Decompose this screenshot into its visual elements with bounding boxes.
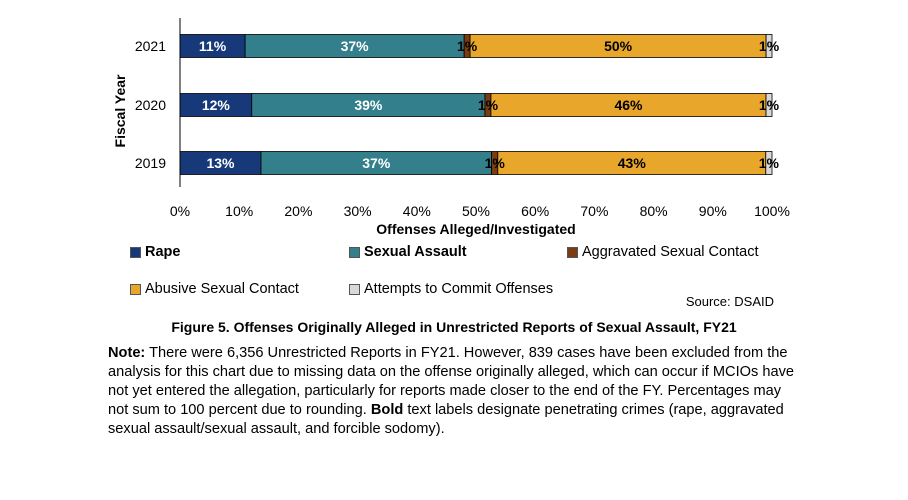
x-tick-label-9: 90%: [699, 203, 727, 219]
legend-item-attempts-to-commit-offenses: Attempts to Commit Offenses: [349, 281, 553, 297]
data-label-2019-abusive-sexual-contact: 43%: [618, 155, 647, 171]
data-label-2021-sexual-assault: 37%: [341, 38, 370, 54]
data-label-2019-attempts-to-commit-offenses: 1%: [759, 155, 780, 171]
x-tick-label-3: 30%: [344, 203, 372, 219]
x-tick-label-6: 60%: [521, 203, 549, 219]
legend-item-aggravated-sexual-contact: Aggravated Sexual Contact: [567, 244, 759, 260]
axis-layer: 2021 2020 2019 0% 10% 20% 30% 40% 50% 60% 70% 80% 90…: [135, 18, 790, 219]
x-tick-label-10: 100%: [754, 203, 790, 219]
legend-item-sexual-assault: Sexual Assault: [349, 244, 467, 260]
x-tick-label-8: 80%: [640, 203, 668, 219]
data-label-2021-aggravated-sexual-contact: 1%: [457, 38, 478, 54]
legend-label-attempts-to-commit-offenses: Attempts to Commit Offenses: [364, 281, 554, 297]
note-bold-word: Bold: [370, 402, 404, 418]
data-label-2020-rape: 12%: [202, 97, 231, 113]
y-tick-label-2019: 2019: [135, 155, 166, 171]
legend-swatch-attempts-to-commit-offenses: [349, 283, 360, 295]
bars-layer: [179, 34, 773, 175]
legend-swatch-rape: [130, 246, 141, 258]
source-note: Source: DSAID: [685, 294, 774, 309]
data-label-2020-attempts-to-commit-offenses: 1%: [759, 97, 780, 113]
x-tick-label-1: 10%: [225, 203, 253, 219]
legend-label-sexual-assault: Sexual Assault: [364, 244, 467, 260]
bar-2021-attempts-to-commit-offenses: [765, 34, 773, 58]
labels-layer: 11% 37% 1% 50% 1% 12% 39% 1% 46% 1% 13% 37% 1% 43% 1%: [199, 38, 780, 171]
legend-item-rape: Rape: [130, 244, 180, 260]
x-axis-title: Offenses Alleged/Investigated: [376, 221, 575, 237]
y-tick-label-2021: 2021: [135, 38, 166, 54]
data-label-2021-rape: 11%: [199, 38, 227, 54]
x-tick-label-2: 20%: [284, 203, 312, 219]
legend-item-abusive-sexual-contact: Abusive Sexual Contact: [130, 281, 299, 297]
data-label-2020-sexual-assault: 39%: [354, 97, 383, 113]
bar-2020-attempts-to-commit-offenses: [765, 93, 773, 117]
note-label: Note:: [108, 345, 146, 361]
x-tick-label-0: 0%: [170, 203, 190, 219]
legend-swatch-sexual-assault: [349, 246, 360, 258]
legend-label-abusive-sexual-contact: Abusive Sexual Contact: [145, 281, 299, 297]
data-label-2020-aggravated-sexual-contact: 1%: [478, 97, 499, 113]
note-paragraph: Note: There were 6,356 Unrestricted Repo…: [108, 344, 798, 439]
data-label-2019-rape: 13%: [206, 155, 235, 171]
bar-2019-attempts-to-commit-offenses: [765, 151, 773, 175]
legend-label-rape: Rape: [145, 244, 181, 260]
data-label-2021-attempts-to-commit-offenses: 1%: [759, 38, 780, 54]
x-tick-label-7: 70%: [580, 203, 608, 219]
legend-swatch-abusive-sexual-contact: [130, 283, 141, 295]
y-axis-title: Fiscal Year: [112, 74, 128, 147]
note-text-1: There were 6,356 Unrestricted Reports in…: [108, 345, 794, 418]
stacked-bar-chart: 11% 37% 1% 50% 1%12% 39% 1% 46% 1%13% 37% 1% 43% 1% …: [112, 18, 790, 237]
legend-label-aggravated-sexual-contact: Aggravated Sexual Contact: [582, 244, 759, 260]
y-tick-label-2020: 2020: [135, 97, 166, 113]
data-label-2020-abusive-sexual-contact: 46%: [614, 97, 643, 113]
x-tick-label-4: 40%: [403, 203, 431, 219]
data-label-2019-sexual-assault: 37%: [362, 155, 391, 171]
data-label-2021-abusive-sexual-contact: 50%: [604, 38, 633, 54]
figure-caption: Figure 5. Offenses Originally Alleged in…: [171, 319, 737, 335]
note-text-2: text labels designate penetrating crimes…: [108, 402, 784, 437]
x-tick-label-5: 50%: [462, 203, 490, 219]
data-label-2019-aggravated-sexual-contact: 1%: [485, 155, 506, 171]
legend-swatch-aggravated-sexual-contact: [567, 246, 578, 258]
